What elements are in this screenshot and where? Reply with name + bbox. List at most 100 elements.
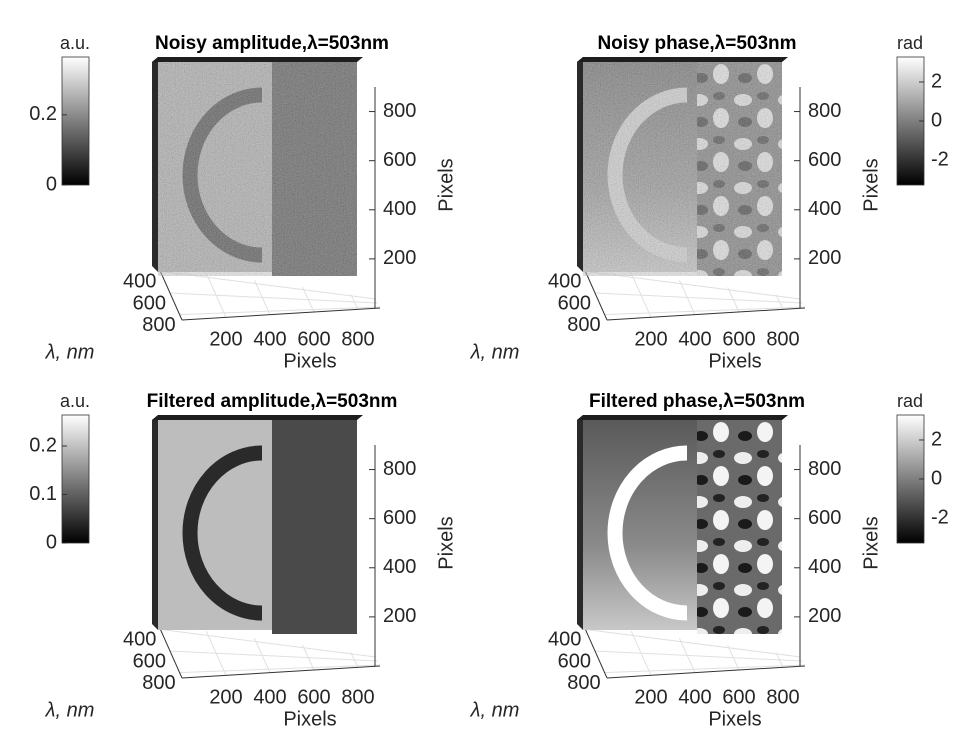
z-tick-label: 600 [383,149,416,171]
z-tick-label: 800 [383,100,416,122]
lambda-grid-line [179,664,380,674]
x-tick-label: 800 [341,328,374,350]
x-tick-label: 600 [722,686,755,708]
lambda-grid-line [585,628,801,658]
volume-side [152,415,158,630]
volume-image [577,415,788,634]
z-tick-label: 200 [383,605,416,627]
colorbar-label: rad [897,391,923,411]
colorbar-tick-label: 2 [931,428,942,450]
lambda-grid-line [594,292,803,304]
lambda-grid-line [169,292,378,304]
volume-top [577,415,788,420]
z-tick-label: 400 [383,198,416,220]
colorbar-tick-label: 0 [46,531,57,553]
x-axis-label: Pixels [708,708,761,730]
x-tick-label: 800 [766,686,799,708]
colorbar-tick-label: 0 [931,109,942,131]
z-axis-label: Pixels [860,158,882,211]
colorbar-label: a.u. [60,391,90,411]
volume-top [577,57,788,62]
colorbar-tick-label: -2 [931,148,949,170]
lambda-axis-label: λ, nm [45,341,95,363]
colorbar [61,414,90,544]
image-arc [607,445,688,621]
lambda-axis-line [582,623,608,679]
volume-side [152,57,158,272]
image-noise [583,62,782,276]
title: Filtered amplitude,λ=503nm [147,391,398,412]
colorbar-label: rad [897,33,923,53]
x-axis-line [606,665,806,679]
x-tick-label: 600 [722,328,755,350]
volume-side [577,415,583,630]
z-axis-label: Pixels [435,158,457,211]
colorbar-label: a.u. [60,33,90,53]
z-tick-label: 800 [808,100,841,122]
x-tick-label: 600 [297,686,330,708]
lambda-tick-label: 600 [558,292,591,314]
x-tick-label: 400 [678,328,711,350]
x-axis-line [181,307,381,321]
z-axis-label: Pixels [860,516,882,569]
z-tick-label: 600 [383,507,416,529]
lambda-grid-line [604,664,805,674]
colorbar-tick-label: 0.1 [29,483,57,505]
colorbar-tick-label: 0 [931,467,942,489]
lambda-tick-label: 400 [123,629,156,651]
colorbar-tick-label: -2 [931,506,949,528]
z-tick-label: 200 [808,605,841,627]
lambda-axis-label: λ, nm [470,699,520,721]
colorbar-tick-label: 0.2 [29,103,57,125]
lambda-grid-line [169,650,378,662]
z-tick-label: 800 [383,458,416,480]
z-tick-label: 600 [808,507,841,529]
x-tick-label: 600 [297,328,330,350]
x-tick-label: 400 [678,686,711,708]
volume-top [152,57,363,62]
title: Filtered phase,λ=503nm [589,391,805,412]
lambda-tick-label: 400 [548,629,581,651]
colorbar-tick-label: 0 [46,173,57,195]
colorbar-tick-label: 2 [931,70,942,92]
lambda-grid-line [160,628,376,658]
lambda-tick-label: 800 [567,314,600,336]
x-axis-line [606,307,806,321]
image-noise [158,62,357,276]
lambda-tick-label: 800 [142,314,175,336]
z-tick-label: 400 [808,556,841,578]
x-tick-label: 200 [209,328,242,350]
lambda-tick-label: 600 [558,650,591,672]
lambda-tick-label: 800 [567,672,600,694]
volume-image [152,57,363,276]
x-tick-label: 800 [766,328,799,350]
x-tick-label: 200 [634,328,667,350]
lambda-axis-label: λ, nm [470,341,520,363]
volume-top [152,415,363,420]
x-axis-label: Pixels [283,350,336,372]
z-tick-label: 200 [808,247,841,269]
lambda-tick-label: 800 [142,672,175,694]
x-axis-line [181,665,381,679]
volume-image [152,415,363,634]
x-tick-label: 200 [209,686,242,708]
lambda-axis-label: λ, nm [45,699,95,721]
z-tick-label: 400 [808,198,841,220]
z-tick-label: 400 [383,556,416,578]
z-tick-label: 200 [383,247,416,269]
lambda-grid-line [179,306,380,316]
volume-side [577,57,583,272]
x-tick-label: 800 [341,686,374,708]
lambda-tick-label: 400 [123,271,156,293]
x-tick-label: 400 [253,686,286,708]
colorbar [61,56,90,186]
lambda-tick-label: 600 [133,292,166,314]
image-right [697,420,782,634]
image-right [272,420,357,634]
lambda-grid-line [604,306,805,316]
z-tick-label: 600 [808,149,841,171]
lambda-tick-label: 400 [548,271,581,293]
x-tick-label: 200 [634,686,667,708]
lambda-grid-line [594,650,803,662]
